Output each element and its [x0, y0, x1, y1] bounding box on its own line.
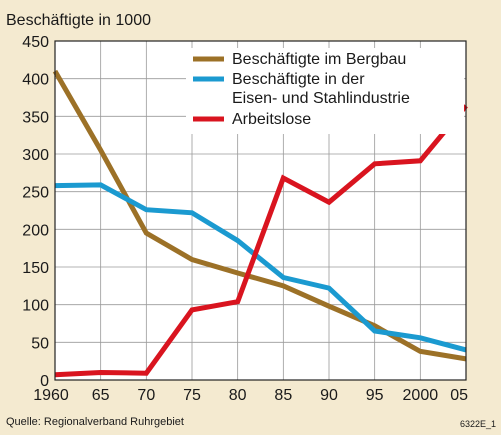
chart-title: Beschäftigte in 1000	[6, 12, 151, 29]
figure-code: 6322E_1	[460, 419, 496, 429]
y-tick-label: 300	[22, 147, 49, 164]
series-layer	[52, 69, 468, 378]
x-tick-label: 65	[92, 387, 110, 404]
x-tick-label: 75	[183, 387, 201, 404]
y-axis: 0 50 100 150 200 250 300 350 400 450	[22, 34, 49, 390]
series-line-3	[54, 104, 468, 378]
y-tick-label: 0	[40, 373, 49, 390]
legend-label: Arbeitslose	[232, 111, 311, 128]
x-tick-label: 2000	[403, 387, 439, 404]
x-tick-label: 70	[137, 387, 155, 404]
x-tick-label: 95	[366, 387, 384, 404]
legend-label: Beschäftigte im Bergbau	[232, 51, 406, 68]
x-tick-label: 90	[320, 387, 338, 404]
x-tick-label: 80	[229, 387, 247, 404]
y-tick-label: 50	[31, 335, 49, 352]
y-tick-label: 150	[22, 260, 49, 277]
plot-frame	[54, 40, 467, 381]
x-axis: 1960 65 70 75 80 85 90 95 2000 05	[33, 387, 468, 404]
legend-background	[186, 48, 464, 134]
y-tick-label: 100	[22, 298, 49, 315]
x-tick-label: 1960	[33, 387, 69, 404]
y-tick-label: 450	[22, 34, 49, 51]
source-note: Quelle: Regionalverband Ruhrgebiet	[6, 416, 184, 428]
x-tick-label: 85	[274, 387, 292, 404]
y-tick-label: 250	[22, 185, 49, 202]
series-line-2	[54, 182, 467, 353]
y-tick-label: 350	[22, 109, 49, 126]
y-tick-label: 200	[22, 222, 49, 239]
y-tick-label: 400	[22, 72, 49, 89]
legend: Beschäftigte im Bergbau Beschäftigte in d…	[186, 48, 464, 134]
series-line-1	[52, 69, 467, 362]
legend-label: Beschäftigte in der	[232, 71, 365, 88]
legend-label: Eisen- und Stahlindustrie	[232, 90, 410, 107]
x-tick-label: 05	[450, 387, 468, 404]
